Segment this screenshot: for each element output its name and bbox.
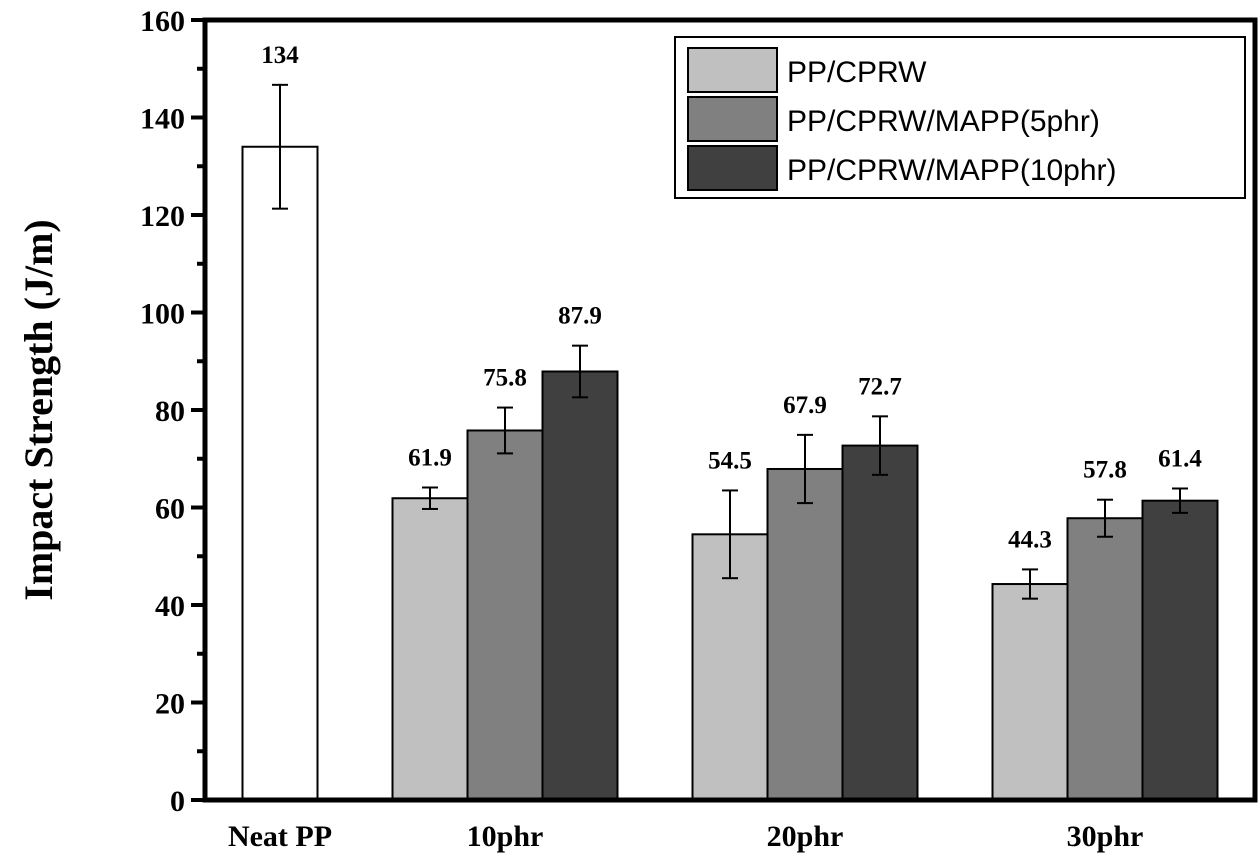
legend-label: PP/CPRW/MAPP(10phr) (787, 154, 1117, 187)
y-tick-label: 60 (155, 493, 185, 526)
y-axis: 0 20 40 60 80 100 120 140 160 (140, 5, 205, 818)
x-tick-label: 10phr (467, 820, 544, 853)
y-axis-title: Impact Strength (J/m) (16, 219, 61, 600)
y-tick-label: 40 (155, 590, 185, 623)
y-tick-label: 160 (140, 5, 185, 38)
value-labels-layer: 134 61.9 54.5 44.3 75.8 67.9 57.8 87.9 72.7 61.4 (261, 42, 1202, 554)
pp-cprw-mapp-10phr-30phr-bar (1141, 499, 1219, 801)
x-tick-label: Neat PP (228, 820, 332, 853)
pp-cprw-mapp-5phr-20phr-value-label: 67.9 (783, 392, 827, 419)
pp-cprw-mapp-10phr-30phr-value-label: 61.4 (1158, 445, 1202, 472)
pp-cprw-mapp-5phr-30phr-bar (1066, 517, 1144, 801)
pp-cprw-mapp-10phr-10phr-value-label: 87.9 (558, 303, 602, 330)
x-tick-label: 30phr (1067, 820, 1144, 853)
pp-cprw-mapp-5phr-30phr-value-label: 57.8 (1083, 457, 1127, 484)
legend-label: PP/CPRW/MAPP(5phr) (787, 105, 1100, 138)
error-bars-layer (272, 83, 1188, 600)
legend-swatch (687, 96, 778, 142)
y-tick-label: 140 (140, 103, 185, 136)
x-axis: Neat PP 10phr 20phr 30phr (228, 820, 1143, 853)
bars-layer (241, 145, 1219, 801)
pp-cprw-mapp-10phr-20phr-bar (841, 444, 919, 801)
pp-cprw-10phr-bar (391, 497, 469, 801)
pp-cprw-mapp-10phr-20phr-value-label: 72.7 (858, 373, 902, 400)
pp-cprw-20phr-value-label: 54.5 (708, 447, 752, 474)
y-tick-label: 0 (170, 785, 185, 818)
pp-cprw-mapp-5phr-10phr-bar (466, 429, 544, 801)
y-tick-label: 100 (140, 298, 185, 331)
pp-cprw-mapp-5phr-10phr-value-label: 75.8 (483, 365, 527, 392)
y-tick-label: 80 (155, 395, 185, 428)
pp-cprw-30phr-value-label: 44.3 (1008, 526, 1052, 553)
legend-swatch (687, 47, 778, 93)
legend-items: PP/CPRW PP/CPRW/MAPP(5phr) PP/CPRW/MAPP(10… (687, 47, 1117, 191)
pp-cprw-mapp-5phr-20phr-bar (766, 467, 844, 801)
pp-cprw-mapp-10phr-10phr-bar (541, 370, 619, 801)
x-tick-label: 20phr (767, 820, 844, 853)
legend: PP/CPRW PP/CPRW/MAPP(5phr) PP/CPRW/MAPP(10… (674, 36, 1246, 199)
neat-pp-bar (241, 145, 319, 801)
y-tick-label: 120 (140, 200, 185, 233)
y-tick-label: 20 (155, 688, 185, 721)
pp-cprw-10phr-value-label: 61.9 (408, 445, 452, 472)
neat-pp-value-label: 134 (261, 42, 299, 69)
pp-cprw-30phr-bar (991, 583, 1069, 801)
legend-swatch (687, 145, 778, 191)
legend-label: PP/CPRW (787, 56, 927, 89)
